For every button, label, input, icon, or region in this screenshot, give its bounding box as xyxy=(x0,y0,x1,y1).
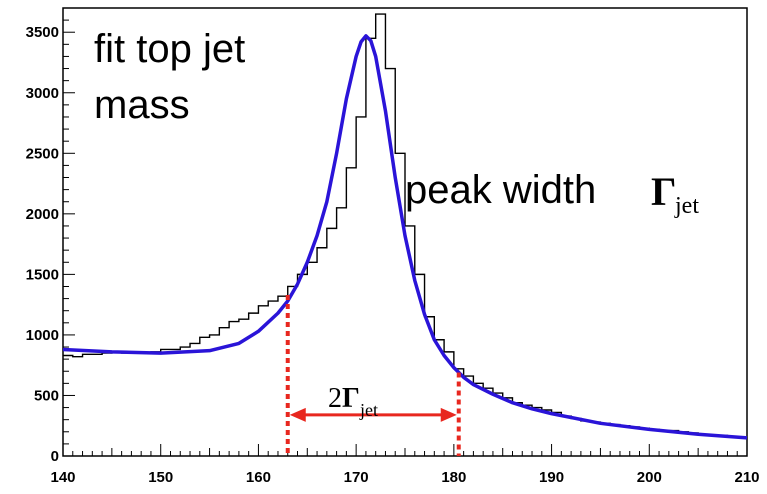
fit-curve xyxy=(62,34,748,440)
x-tick-label: 210 xyxy=(734,469,759,486)
axis-ticks xyxy=(62,7,748,457)
x-tick-label: 140 xyxy=(50,469,75,486)
x-tick-label: 200 xyxy=(637,469,662,486)
y-tick-label: 3500 xyxy=(26,24,59,41)
y-tick-label: 1500 xyxy=(26,266,59,283)
x-tick-label: 150 xyxy=(148,469,173,486)
width-arrow-left-head xyxy=(289,407,306,422)
peak-width-gamma: Γ xyxy=(651,169,676,214)
y-tick-label: 500 xyxy=(34,387,59,404)
width-label-gamma: Γ xyxy=(342,383,360,414)
fit-label-line2: mass xyxy=(94,83,190,127)
peak-width-label: peak width xyxy=(405,168,596,212)
width-arrow-right-head xyxy=(440,407,457,422)
width-label-sub: jet xyxy=(359,400,378,420)
x-tick-label: 160 xyxy=(246,469,271,486)
y-tick-labels: 0 500 1000 1500 2000 2500 3000 3500 xyxy=(26,24,59,465)
peak-width-gamma-sub: jet xyxy=(674,193,699,219)
width-markers xyxy=(285,294,461,456)
x-tick-label: 190 xyxy=(539,469,564,486)
fit-label-line1: fit top jet xyxy=(94,27,245,71)
y-tick-label: 2500 xyxy=(26,145,59,162)
x-tick-label: 180 xyxy=(441,469,466,486)
y-tick-label: 1000 xyxy=(26,327,59,344)
y-tick-label: 0 xyxy=(51,448,59,465)
y-tick-label: 3000 xyxy=(26,85,59,102)
width-label-prefix: 2 xyxy=(328,383,342,414)
y-tick-label: 2000 xyxy=(26,206,59,223)
x-tick-labels: 140 150 160 170 180 190 200 210 xyxy=(50,469,759,486)
x-tick-label: 170 xyxy=(344,469,369,486)
